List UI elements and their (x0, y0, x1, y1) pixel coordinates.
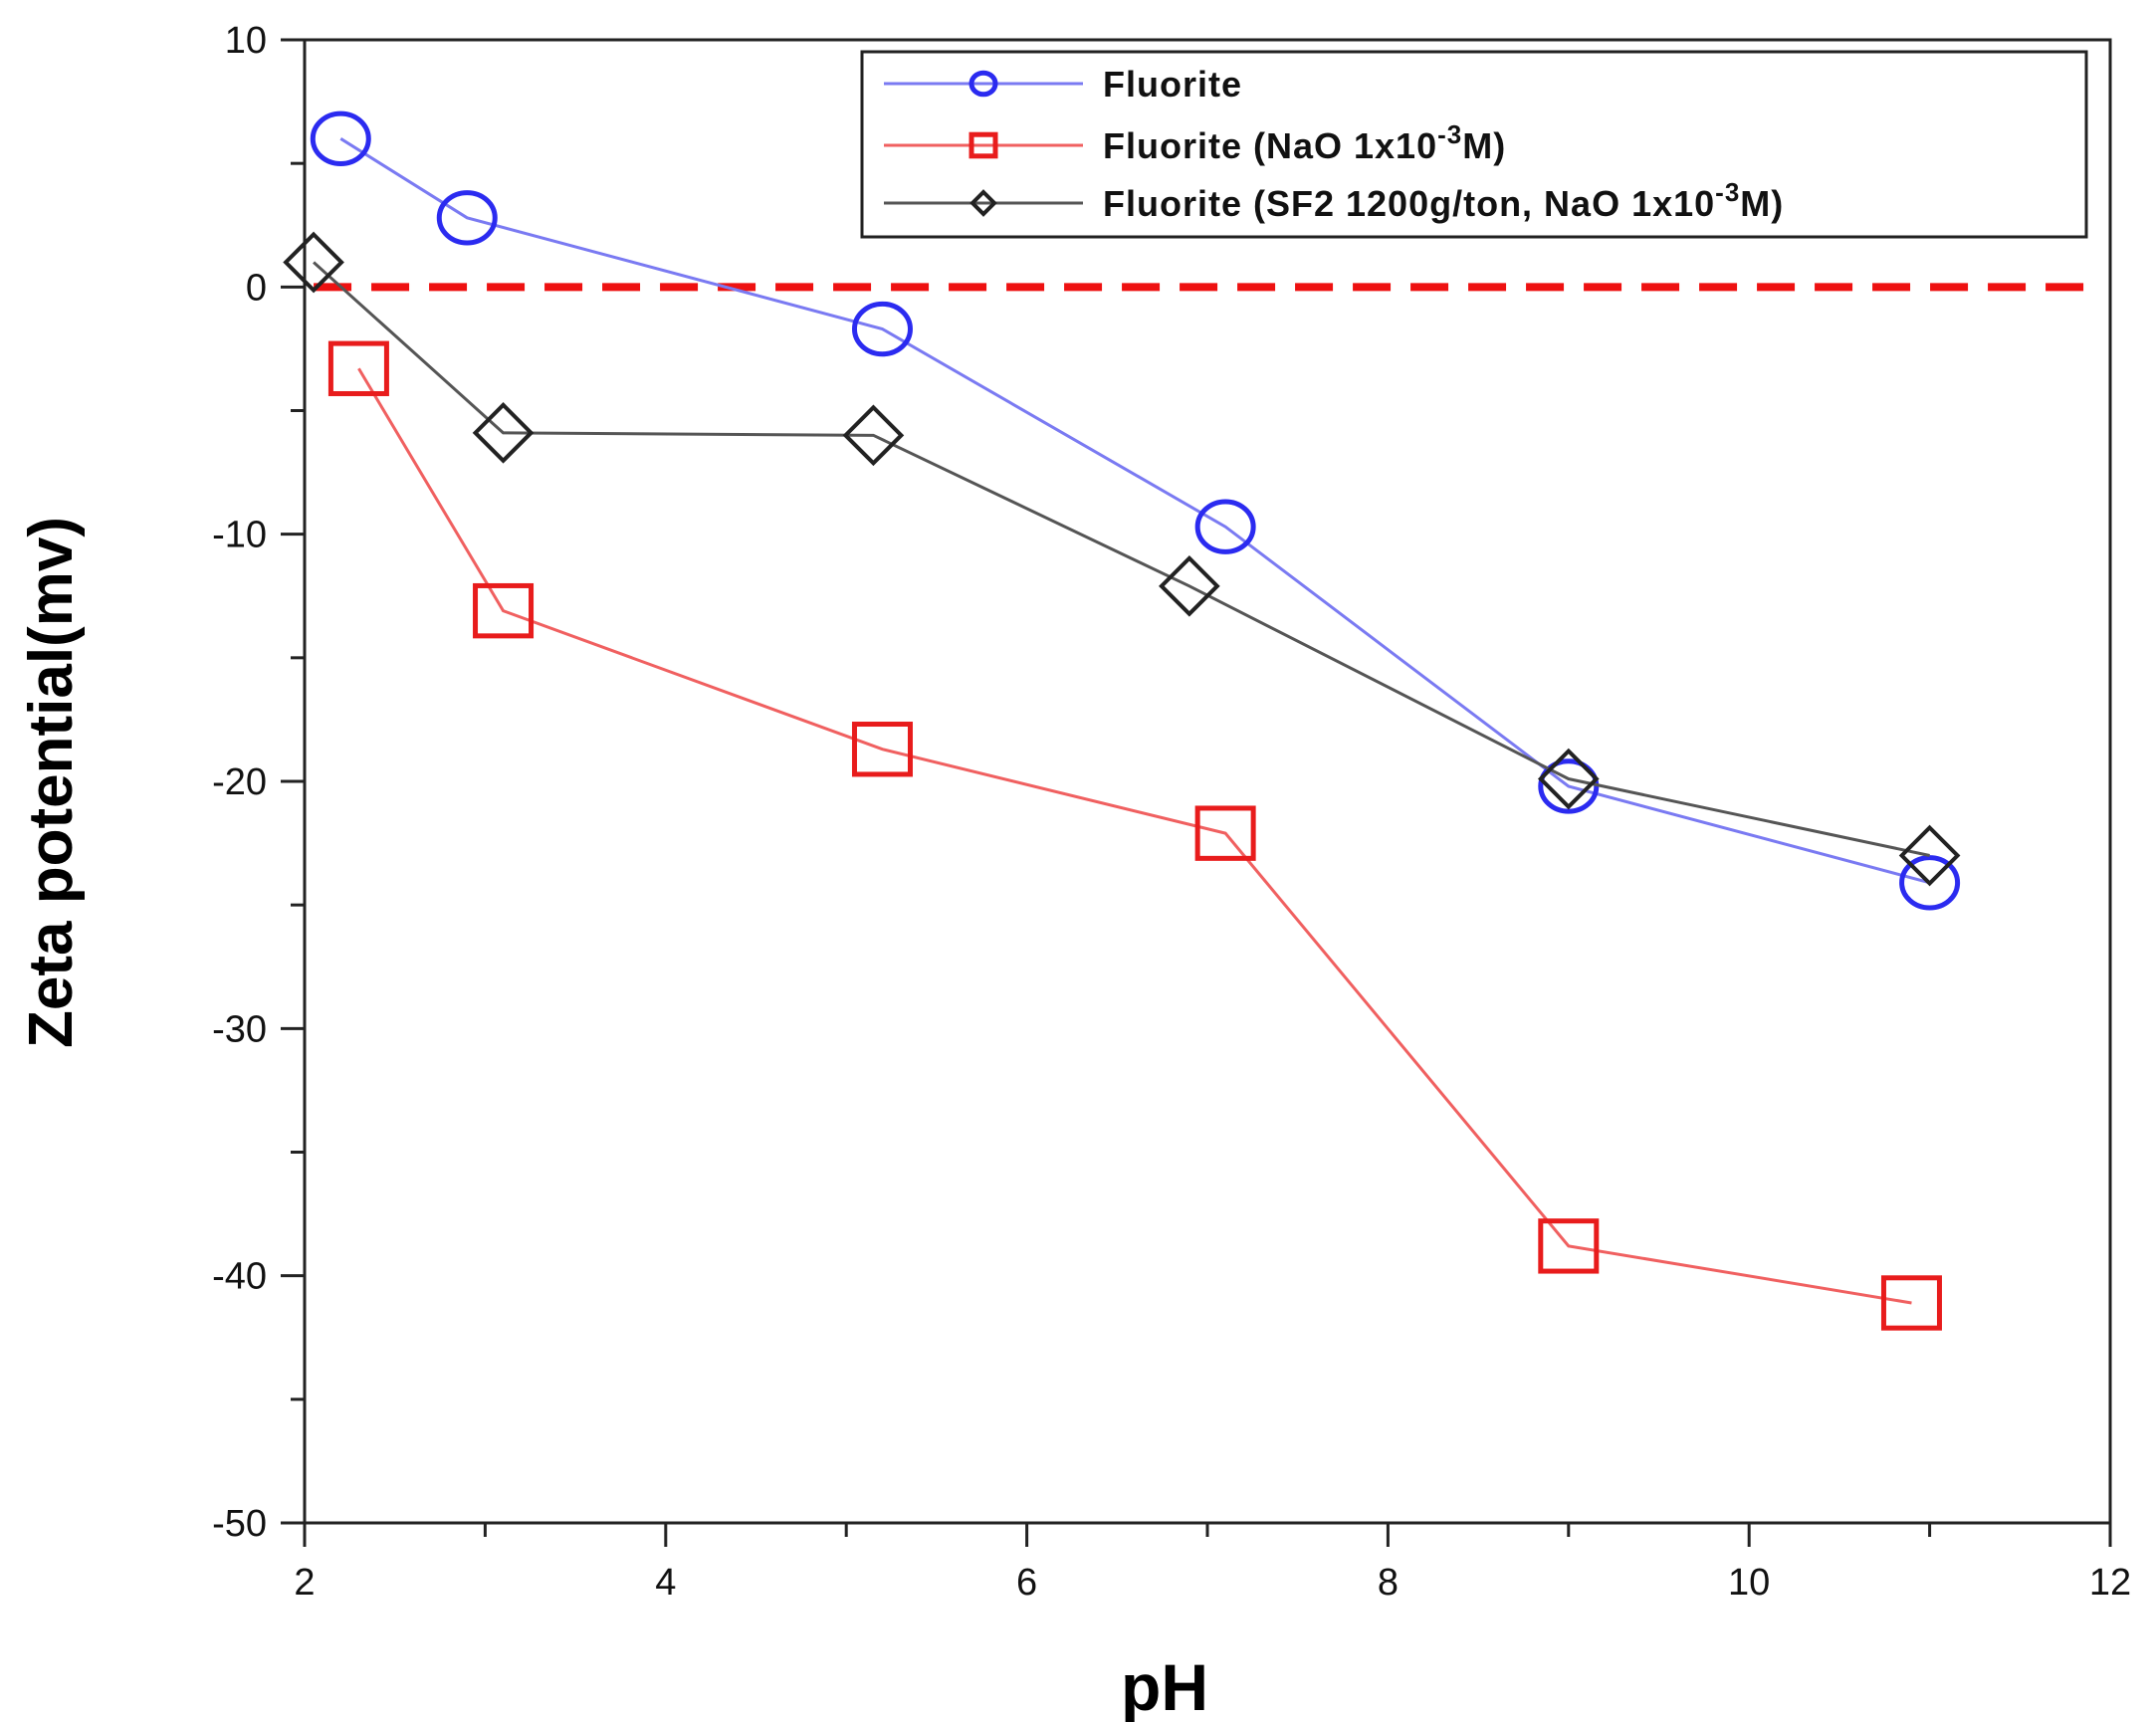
legend-marker-circle (969, 70, 998, 98)
data-point-circle (1899, 855, 1961, 911)
x-tick-label: 6 (1016, 1562, 1037, 1604)
data-point-square (1194, 805, 1256, 861)
series-fluorite-nao (327, 340, 1942, 1331)
axes-ticks (281, 38, 2112, 1547)
legend-marker-square (969, 131, 998, 159)
y-tick-label: -40 (212, 1256, 267, 1298)
data-point-square (1880, 1275, 1942, 1331)
tick-labels: 10 0 -10 -20 -30 -40 -50 2 4 6 8 10 12 (212, 20, 2131, 1604)
y-tick-label: 0 (246, 267, 267, 309)
data-point-square (851, 722, 913, 777)
x-tick-label: 8 (1378, 1562, 1399, 1604)
data-point-square (473, 582, 535, 639)
y-axis-title: Zeta potential(mv) (17, 517, 86, 1048)
data-point-circle (1194, 499, 1256, 554)
y-tick-label: -10 (212, 515, 267, 556)
data-point-circle (436, 190, 498, 246)
data-point-square (327, 340, 389, 396)
series-fluorite-sf2-nao (283, 231, 1961, 887)
data-point-circle (851, 301, 913, 357)
y-tick-label: -50 (212, 1503, 267, 1545)
series-line (313, 261, 1930, 857)
y-tick-label: -20 (212, 761, 267, 803)
data-point-circle (310, 110, 371, 167)
legend-marker-diamond (970, 189, 997, 217)
x-tick-label: 4 (655, 1562, 676, 1604)
plot-frame (303, 38, 2112, 1525)
data-point-diamond (1898, 824, 1961, 887)
data-point-diamond (842, 404, 905, 467)
series-group (283, 110, 1961, 1331)
data-point-diamond (472, 402, 535, 464)
y-tick-label: 10 (225, 20, 267, 62)
x-tick-label: 10 (1728, 1562, 1770, 1604)
series-line (357, 367, 1912, 1305)
x-tick-label: 12 (2089, 1562, 2131, 1604)
x-axis-title: pH (1121, 1650, 1208, 1722)
legend: Fluorite Fluorite (NaO 1x10-3M) Fluorite (… (860, 50, 2088, 239)
legend-label-fluorite-sf2-nao: Fluorite (SF2 1200g/ton, NaO 1x10-3M) (1103, 177, 1784, 224)
data-point-diamond (1159, 554, 1220, 617)
legend-label-fluorite-nao: Fluorite (NaO 1x10-3M) (1103, 119, 1506, 166)
x-tick-label: 2 (294, 1562, 315, 1604)
data-point-diamond (1537, 748, 1600, 810)
legend-label-fluorite: Fluorite (1103, 64, 1242, 105)
series-fluorite (310, 110, 1961, 911)
data-point-square (1538, 1218, 1600, 1274)
data-point-diamond (283, 231, 344, 294)
y-tick-label: -30 (212, 1008, 267, 1050)
